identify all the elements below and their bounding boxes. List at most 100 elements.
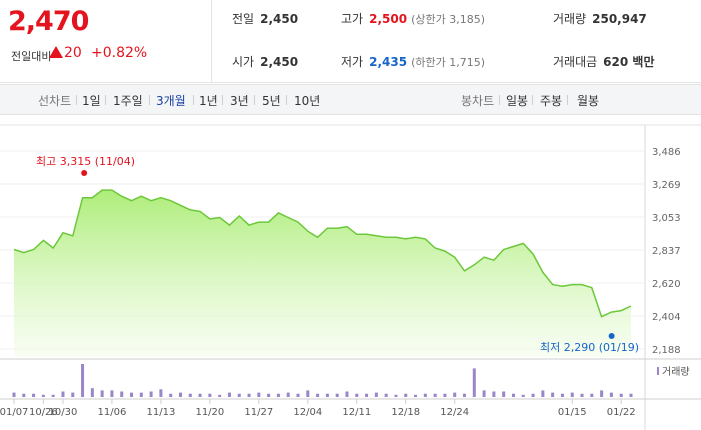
volume-bar bbox=[120, 391, 124, 397]
line-chart-label: 선차트 bbox=[38, 94, 72, 108]
volume-bar bbox=[629, 393, 633, 397]
low-marker bbox=[608, 333, 615, 339]
current-price: 2,470 bbox=[8, 6, 89, 37]
price-area bbox=[14, 190, 631, 357]
volume-bar bbox=[325, 393, 329, 397]
x-tick-label: 12/11 bbox=[342, 407, 371, 418]
volume-bar bbox=[551, 392, 555, 397]
chart-toolbar: 선차트 1일 1주일 3개월 1년 3년 5년 10년 봉차트 일봉 주봉 월봉 bbox=[0, 84, 701, 115]
quote-header: 2,470 전일대비 20 +0.82% 전일 2,450 고가 2,500 (상한가… bbox=[0, 0, 701, 83]
change-percent: +0.82% bbox=[91, 45, 148, 61]
volume-bar bbox=[12, 392, 16, 397]
period-3y[interactable]: 3년 bbox=[230, 94, 249, 108]
y-tick-label: 3,053 bbox=[652, 213, 681, 224]
volume-bar bbox=[404, 393, 408, 397]
volume-bar bbox=[227, 392, 231, 397]
volume-bar bbox=[198, 393, 202, 397]
period-1y[interactable]: 1년 bbox=[199, 94, 218, 108]
volume-bar bbox=[149, 391, 153, 397]
volume-bar bbox=[90, 388, 94, 397]
volume-bar bbox=[51, 394, 55, 397]
volume-bar bbox=[61, 391, 65, 397]
volume-bar bbox=[482, 390, 486, 397]
volume-bar bbox=[316, 393, 320, 397]
volume-bar bbox=[335, 393, 339, 397]
volume-bar bbox=[32, 393, 36, 397]
volume-bar bbox=[237, 393, 241, 397]
x-tick-label: 12/04 bbox=[293, 407, 322, 418]
period-10y[interactable]: 10년 bbox=[294, 94, 321, 108]
volume-bar bbox=[570, 392, 574, 397]
volume-bar bbox=[590, 393, 594, 397]
volume-bar bbox=[580, 393, 584, 397]
volume-bar bbox=[110, 390, 114, 397]
x-tick-label: 12/24 bbox=[440, 407, 469, 418]
volume-bar bbox=[286, 392, 290, 397]
volume-bar bbox=[130, 392, 134, 397]
volume-bar bbox=[139, 392, 143, 397]
open-price: 시가 2,450 bbox=[232, 55, 299, 69]
low-price: 저가 2,435 (하한가 1,715) bbox=[341, 55, 485, 69]
period-5y[interactable]: 5년 bbox=[262, 94, 281, 108]
volume-bar bbox=[169, 393, 173, 397]
volume-bar bbox=[472, 368, 476, 397]
candle-weekly[interactable]: 주봉 bbox=[540, 94, 563, 108]
period-3m[interactable]: 3개월 bbox=[156, 94, 186, 108]
volume-bar bbox=[453, 392, 457, 397]
volume-bar bbox=[374, 392, 378, 397]
candle-monthly[interactable]: 월봉 bbox=[577, 94, 600, 108]
volume-bar bbox=[502, 391, 506, 397]
volume-bar bbox=[71, 392, 75, 397]
volume-bar bbox=[619, 393, 623, 397]
x-tick-label: 10/30 bbox=[49, 407, 78, 418]
volume-bar bbox=[414, 394, 418, 397]
volume-bar bbox=[521, 394, 525, 397]
volume-bar bbox=[296, 393, 300, 397]
volume-bar bbox=[267, 393, 271, 397]
volume-bar bbox=[159, 389, 163, 397]
volume-legend-swatch bbox=[657, 367, 659, 375]
volume-bar bbox=[600, 390, 604, 397]
volume-bar bbox=[384, 393, 388, 397]
x-tick-label: 11/20 bbox=[195, 407, 224, 418]
x-tick-label: 12/18 bbox=[391, 407, 420, 418]
volume-bar bbox=[463, 393, 467, 397]
y-tick-label: 2,837 bbox=[652, 246, 681, 257]
y-tick-label: 2,620 bbox=[652, 279, 681, 290]
volume-legend: 거래량 bbox=[662, 366, 690, 378]
x-tick-label: 10/26 bbox=[29, 407, 58, 418]
volume-bar bbox=[247, 393, 251, 397]
volume-bar bbox=[443, 393, 447, 397]
period-1d[interactable]: 1일 bbox=[82, 94, 101, 108]
x-tick-label: 01/22 bbox=[607, 407, 636, 418]
volume-bar bbox=[609, 392, 613, 397]
volume-bar bbox=[100, 390, 104, 397]
volume-bar bbox=[188, 393, 192, 397]
volume-bar bbox=[355, 393, 359, 397]
volume-bar bbox=[81, 364, 85, 397]
x-tick-label: 11/13 bbox=[146, 407, 175, 418]
volume-bar bbox=[208, 393, 212, 397]
high-marker bbox=[81, 170, 88, 176]
period-1w[interactable]: 1주일 bbox=[113, 94, 143, 108]
volume-bar bbox=[218, 394, 222, 397]
y-tick-label: 2,188 bbox=[652, 345, 681, 356]
change-value: 20 bbox=[64, 45, 82, 61]
high-annotation: 최고 3,315 (11/04) bbox=[36, 155, 135, 168]
volume: 거래량 250,947 bbox=[553, 12, 647, 26]
change-label: 전일대비 bbox=[11, 50, 52, 63]
volume-bar bbox=[306, 390, 310, 397]
volume-bar bbox=[345, 391, 349, 397]
volume-bar bbox=[423, 393, 427, 397]
x-tick-label: 11/06 bbox=[98, 407, 127, 418]
volume-bar bbox=[560, 393, 564, 397]
trade-amount: 거래대금 620 백만 bbox=[553, 55, 655, 69]
volume-bar bbox=[433, 393, 437, 397]
x-tick-label: 01/07 bbox=[0, 407, 28, 418]
volume-bar bbox=[41, 394, 45, 397]
candle-daily[interactable]: 일봉 bbox=[506, 94, 529, 108]
volume-bar bbox=[492, 391, 496, 397]
volume-bar bbox=[276, 393, 280, 397]
high-price: 고가 2,500 (상한가 3,185) bbox=[341, 12, 485, 26]
volume-bar bbox=[511, 393, 515, 397]
